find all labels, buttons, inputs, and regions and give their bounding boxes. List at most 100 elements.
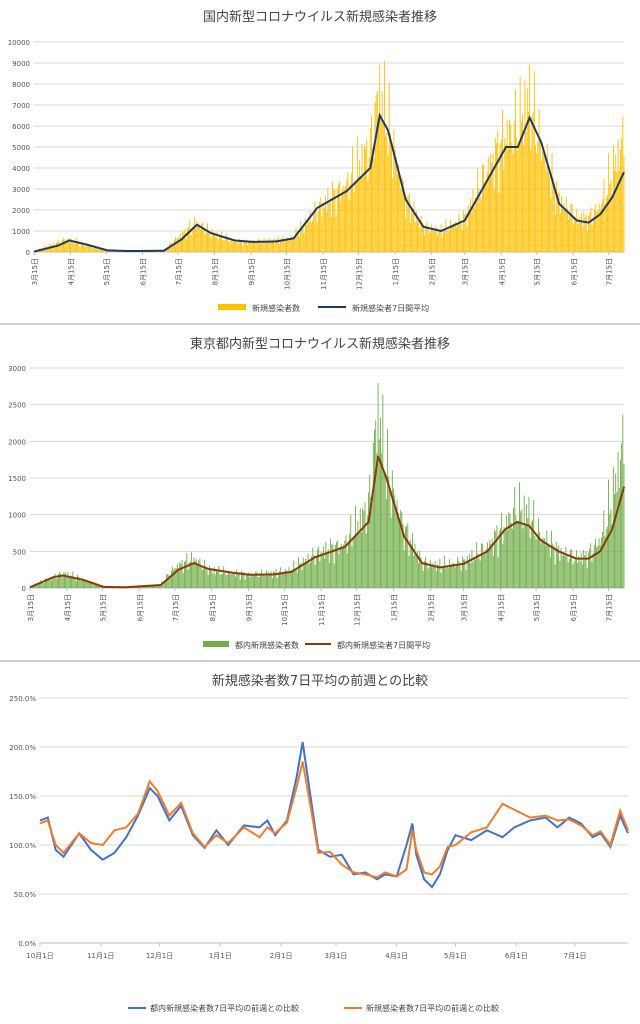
bar	[299, 564, 301, 588]
y-tick-label: 0.0%	[18, 940, 36, 948]
bar	[396, 174, 398, 252]
bar	[447, 568, 449, 588]
bar	[552, 177, 554, 252]
bar	[381, 453, 383, 588]
bar	[602, 198, 604, 252]
bar	[257, 238, 259, 252]
bar	[586, 231, 588, 252]
bar	[331, 544, 333, 588]
bar	[325, 542, 327, 588]
bar	[214, 574, 216, 588]
bar	[50, 580, 52, 588]
bar	[210, 570, 212, 588]
x-tick-label: 5月15日	[103, 258, 111, 285]
bar	[58, 574, 59, 588]
bar	[562, 207, 564, 252]
bar	[471, 211, 473, 252]
bar	[556, 180, 558, 252]
bar	[432, 563, 434, 588]
bar	[320, 197, 322, 252]
bar	[265, 570, 267, 588]
bar	[457, 224, 459, 252]
bar	[255, 242, 257, 252]
bar	[160, 584, 162, 588]
x-tick-label: 6月1日	[505, 952, 528, 960]
bar	[389, 133, 391, 252]
bar	[260, 243, 262, 252]
bar	[103, 249, 105, 252]
bar	[574, 558, 576, 588]
bar	[198, 560, 200, 588]
bar	[486, 171, 488, 252]
bar	[465, 212, 467, 252]
bar	[472, 561, 474, 588]
bar	[334, 544, 336, 588]
bar	[173, 240, 175, 252]
bar	[262, 575, 264, 588]
bar	[532, 112, 534, 252]
bar	[238, 238, 240, 252]
bar	[210, 238, 212, 252]
bar	[430, 231, 431, 252]
bar	[621, 137, 623, 252]
bar	[387, 429, 389, 588]
bar	[52, 577, 54, 588]
bar	[79, 577, 81, 588]
bar	[562, 552, 564, 588]
bar	[477, 168, 479, 252]
bar	[609, 514, 611, 588]
bar	[560, 547, 562, 588]
bar	[558, 191, 560, 252]
bar	[293, 560, 295, 588]
bar	[29, 587, 31, 588]
bar	[566, 208, 568, 252]
bar	[287, 237, 289, 252]
bar	[213, 566, 215, 588]
bar	[548, 172, 549, 252]
y-tick-label: 8000	[12, 81, 30, 89]
bar	[304, 218, 306, 252]
bar	[332, 544, 334, 588]
bar	[205, 567, 207, 588]
bar	[314, 564, 316, 588]
bar	[392, 178, 394, 252]
bar	[111, 251, 113, 252]
bar	[486, 542, 488, 588]
bar	[250, 239, 252, 252]
x-tick-label: 12月15日	[356, 258, 364, 290]
bar	[83, 578, 84, 588]
bar	[485, 183, 487, 252]
bar	[617, 139, 619, 252]
bar	[432, 229, 434, 252]
x-tick-label: 4月1日	[385, 952, 408, 960]
bar	[333, 563, 335, 588]
bar	[434, 561, 436, 588]
x-tick-label: 10月15日	[284, 258, 292, 290]
bar	[375, 94, 377, 252]
bar	[496, 142, 498, 252]
bar	[616, 171, 618, 252]
bar	[284, 569, 286, 588]
bar	[178, 570, 179, 588]
bar	[514, 487, 516, 588]
bar	[439, 558, 441, 588]
bar	[287, 571, 289, 588]
x-tick-label: 12月15日	[354, 594, 362, 626]
bar	[254, 576, 255, 588]
bar	[453, 562, 455, 588]
bar	[503, 526, 505, 588]
bar	[442, 567, 444, 588]
bar	[501, 512, 503, 588]
bar	[413, 555, 415, 588]
bar	[229, 241, 231, 252]
bar	[464, 559, 466, 588]
bar	[471, 549, 473, 588]
x-tick-label: 5月1日	[444, 952, 467, 960]
bar	[581, 213, 582, 252]
bar	[610, 509, 612, 588]
bar	[361, 144, 363, 252]
bar	[256, 242, 258, 252]
bar	[452, 224, 454, 252]
bar	[394, 495, 396, 588]
bar	[468, 210, 470, 252]
